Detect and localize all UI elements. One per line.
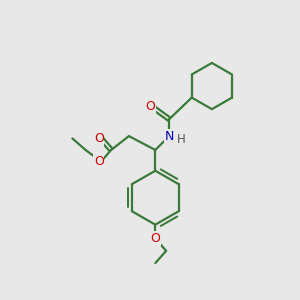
Text: O: O: [94, 155, 104, 168]
Text: O: O: [94, 132, 104, 145]
Text: N: N: [165, 130, 174, 142]
Text: O: O: [150, 232, 160, 245]
Text: H: H: [176, 134, 185, 146]
Text: O: O: [146, 100, 156, 113]
